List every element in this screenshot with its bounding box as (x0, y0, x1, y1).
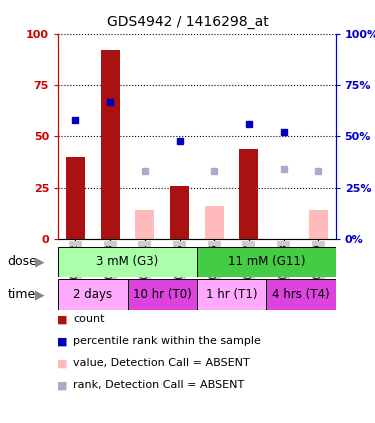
Bar (58, 279, 128, 310)
Bar (309, 210, 328, 239)
Text: 1 hr (T1): 1 hr (T1) (206, 288, 257, 301)
Bar (58, 247, 197, 277)
Bar (100, 50, 120, 239)
Text: ▶: ▶ (34, 255, 44, 268)
Bar (197, 247, 336, 277)
Text: ■: ■ (57, 358, 67, 368)
Text: 3 mM (G3): 3 mM (G3) (96, 255, 159, 268)
Bar (135, 210, 154, 239)
Bar (128, 279, 197, 310)
Text: 10 hr (T0): 10 hr (T0) (133, 288, 192, 301)
Text: ▶: ▶ (34, 288, 44, 301)
Bar (66, 157, 85, 239)
Text: value, Detection Call = ABSENT: value, Detection Call = ABSENT (73, 358, 250, 368)
Text: dose: dose (8, 255, 38, 268)
Text: 2 days: 2 days (73, 288, 112, 301)
Text: percentile rank within the sample: percentile rank within the sample (73, 336, 261, 346)
Text: time: time (8, 288, 36, 301)
Text: count: count (73, 314, 105, 324)
Bar (197, 279, 266, 310)
Text: GDS4942 / 1416298_at: GDS4942 / 1416298_at (106, 15, 268, 29)
Text: ■: ■ (57, 314, 67, 324)
Text: 11 mM (G11): 11 mM (G11) (228, 255, 305, 268)
Text: 4 hrs (T4): 4 hrs (T4) (272, 288, 330, 301)
Text: ■: ■ (57, 380, 67, 390)
Bar (266, 279, 336, 310)
Bar (205, 206, 224, 239)
Text: rank, Detection Call = ABSENT: rank, Detection Call = ABSENT (73, 380, 244, 390)
Bar (239, 149, 258, 239)
Bar (170, 186, 189, 239)
Text: ■: ■ (57, 336, 67, 346)
